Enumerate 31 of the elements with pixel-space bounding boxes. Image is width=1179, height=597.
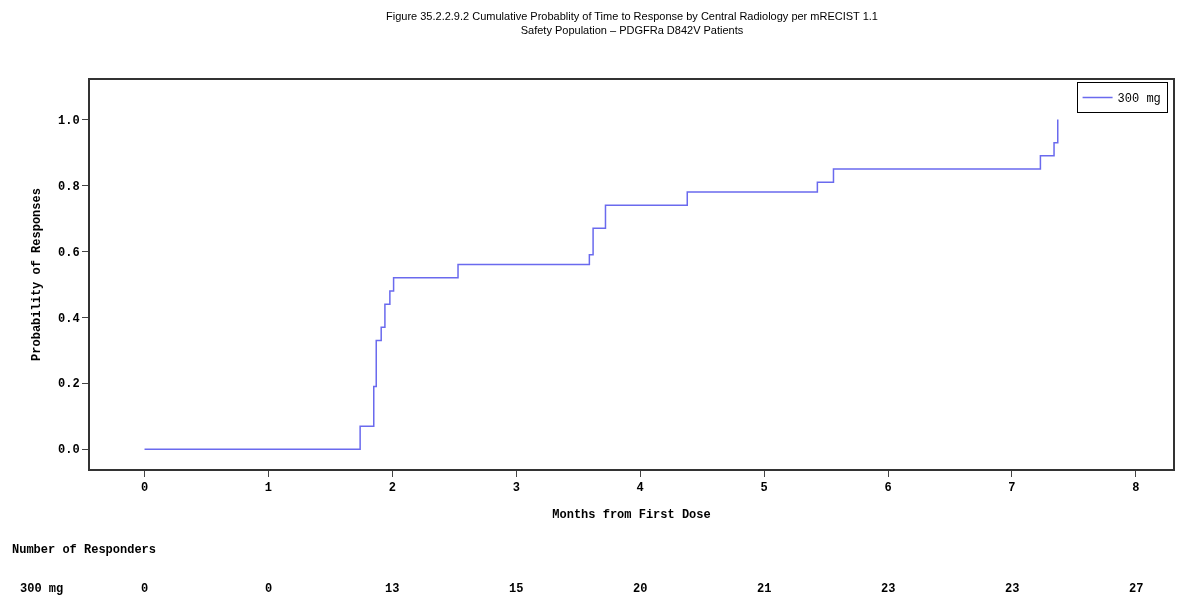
text: 27 [1129,582,1144,596]
text: Number of Responders [12,543,157,557]
y-axis-title: Probability of Responses [29,188,44,361]
text: 23 [881,582,896,596]
y-tick-label: 0.8 [57,179,80,194]
chart-subtitle: Safety Population – PDGFRa D842V Patients [520,24,744,37]
x-tick-label: 4 [636,481,644,496]
text: 15 [509,582,524,596]
text: 20 [633,582,648,596]
x-tick-label: 1 [264,481,273,496]
chart-title: Figure 35.2.2.9.2 Cumulative Probablity of Time to Response by Central Radiology per mRECIST 1.1 [386,10,878,22]
text: 23 [1005,582,1020,596]
text: 13 [385,582,400,596]
y-tick-label: 0.2 [57,377,80,392]
y-tick-label: 0.0 [57,443,80,458]
text: 300 mg [20,582,64,596]
y-tick-label: 0.4 [57,311,80,326]
legend-label: 300 mg [1117,92,1161,107]
x-tick-label: 8 [1132,481,1140,496]
x-tick-label: 7 [1008,481,1016,496]
x-tick-label: 3 [512,481,520,496]
text: 0 [265,582,273,596]
text: 0 [141,582,149,596]
y-tick-label: 1.0 [57,113,80,128]
x-tick-label: 2 [388,481,396,496]
text: 21 [757,582,772,596]
x-tick-label: 5 [760,481,768,496]
x-tick-label: 0 [140,481,149,496]
x-axis-title: Months from First Dose [552,507,711,522]
y-tick-label: 0.6 [57,245,80,260]
x-tick-label: 6 [884,481,892,496]
